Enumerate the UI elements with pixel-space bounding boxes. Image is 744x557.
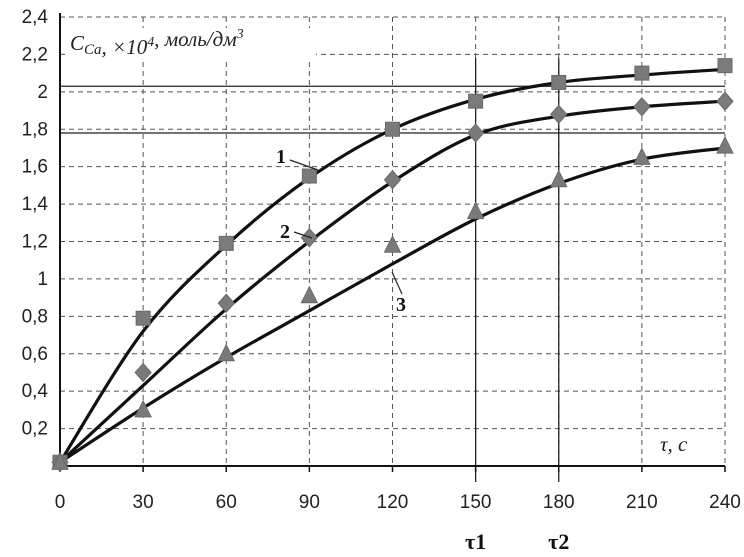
series-2-label: 2 bbox=[280, 221, 290, 243]
series-1-leader bbox=[289, 159, 319, 171]
x-tick-label: 120 bbox=[377, 492, 409, 513]
series-2-point bbox=[466, 123, 485, 143]
y-tick-label: 1,2 bbox=[22, 232, 48, 253]
y-tick-label: 1,8 bbox=[22, 119, 48, 140]
y-tick-label: 0,6 bbox=[22, 344, 48, 365]
series-1-point bbox=[634, 65, 650, 81]
tau-2-label: τ2 bbox=[548, 529, 569, 554]
x-tick-label: 90 bbox=[299, 492, 320, 513]
series-1-point bbox=[717, 58, 733, 74]
series-1-point bbox=[135, 310, 151, 326]
y-tick-label: 1 bbox=[37, 269, 48, 290]
series-2-point bbox=[633, 97, 651, 117]
series-1-point bbox=[385, 121, 400, 137]
y-tick-label: 2,4 bbox=[22, 7, 49, 28]
series-2-point bbox=[383, 170, 402, 190]
tau-1-label: τ1 bbox=[465, 529, 486, 554]
x-tick-label: 150 bbox=[460, 492, 492, 513]
x-axis-title: τ, с bbox=[660, 432, 688, 456]
series-1-point bbox=[468, 93, 484, 109]
series-1-label: 1 bbox=[276, 146, 286, 168]
series-3-point bbox=[549, 169, 568, 188]
y-axis-title-background bbox=[66, 28, 316, 60]
y-axis-title: CCa, ×104, моль/дм3 bbox=[70, 27, 244, 59]
series-3-point bbox=[633, 147, 651, 165]
series-3-point bbox=[51, 452, 69, 470]
x-tick-label: 210 bbox=[626, 492, 658, 513]
x-tick-label: 240 bbox=[709, 492, 741, 513]
x-axis-title-background bbox=[655, 432, 711, 458]
y-tick-label: 0,2 bbox=[22, 419, 48, 440]
series-2-point bbox=[716, 91, 734, 111]
tick-labels: 0,2 0,4 0,6 0,8 1 1,2 1,4 1,6 1,8 2 2,2 2,4 0 30 60 90 1… bbox=[22, 7, 741, 513]
x-tick-label: 30 bbox=[133, 492, 154, 513]
chart-labels: CCa, ×104, моль/дм3 τ, с 1 2 3 τ1 τ2 bbox=[66, 27, 711, 554]
series-3-label: 3 bbox=[396, 294, 406, 316]
series-3-leader bbox=[391, 271, 403, 295]
series-2-point bbox=[134, 362, 152, 383]
series-3-point bbox=[300, 285, 319, 304]
series-3-point bbox=[217, 343, 236, 362]
y-tick-label: 0,8 bbox=[22, 306, 48, 327]
data-markers bbox=[51, 58, 734, 473]
series-2-point bbox=[217, 293, 235, 313]
y-tick-label: 0,4 bbox=[22, 381, 49, 402]
series-1-point bbox=[301, 168, 317, 184]
series-1-point bbox=[551, 74, 567, 90]
series-3-point bbox=[134, 399, 152, 418]
x-tick-label: 60 bbox=[216, 492, 237, 513]
series-2-leader bbox=[293, 231, 313, 239]
y-tick-label: 2,2 bbox=[22, 44, 48, 65]
x-tick-label: 180 bbox=[543, 492, 575, 513]
series-1-point bbox=[218, 235, 234, 251]
y-tick-label: 2 bbox=[37, 82, 48, 103]
series-2-point bbox=[550, 104, 568, 125]
series-3-point bbox=[716, 135, 734, 154]
y-tick-label: 1,6 bbox=[22, 157, 48, 178]
y-tick-label: 1,4 bbox=[22, 194, 49, 215]
series-3-curve bbox=[59, 146, 726, 464]
series-2-curve bbox=[58, 99, 726, 464]
series-3-point bbox=[383, 235, 402, 253]
series-3-point bbox=[466, 201, 485, 220]
x-tick-label: 0 bbox=[55, 492, 66, 513]
